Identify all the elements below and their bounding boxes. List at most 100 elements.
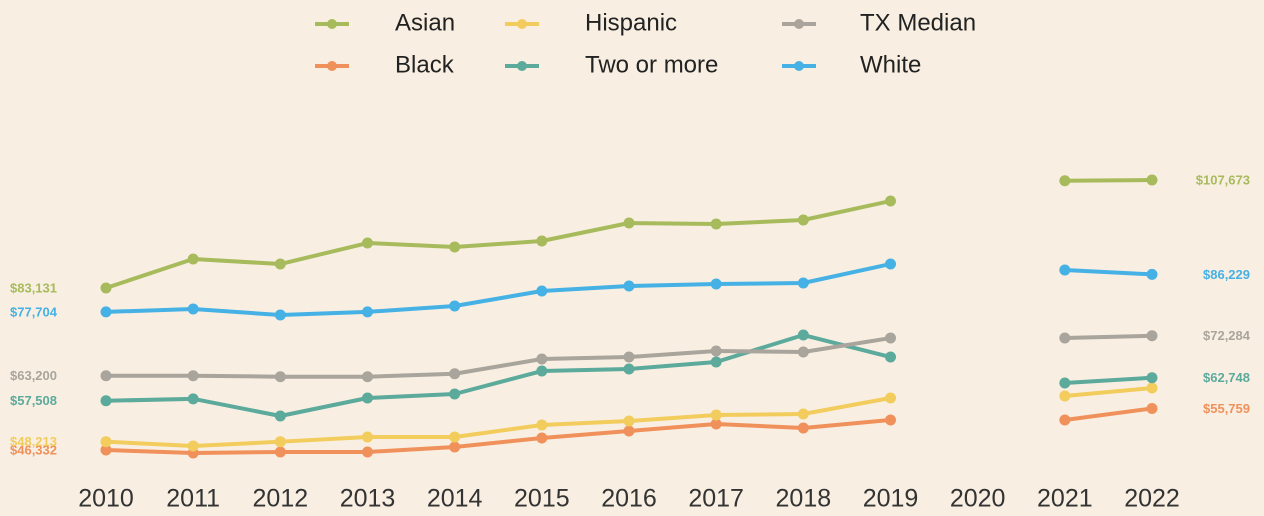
legend-dot (327, 61, 337, 71)
point (187, 370, 199, 382)
legend-label: Black (395, 51, 455, 78)
point (710, 278, 722, 290)
legend-label: Hispanic (585, 9, 677, 36)
x-tick-label: 2018 (776, 485, 832, 513)
series-line (105, 262, 1153, 318)
point (623, 280, 635, 292)
series-line (105, 386, 1153, 449)
legend-label: TX Median (860, 9, 976, 36)
point (797, 408, 809, 420)
legend-dot (517, 61, 527, 71)
point (187, 303, 199, 315)
x-tick-label: 2015 (514, 485, 570, 513)
point (362, 431, 373, 443)
value-label: $72,284 (1203, 328, 1251, 343)
value-label: $48,213 (10, 434, 57, 449)
x-tick-label: 2011 (166, 485, 220, 513)
series-line (105, 178, 1153, 290)
value-label: $107,673 (1196, 172, 1250, 187)
legend-dot (794, 19, 804, 29)
point (536, 419, 548, 431)
point (362, 306, 373, 318)
point (187, 440, 199, 452)
value-label: $83,131 (10, 280, 57, 295)
point (1059, 377, 1071, 389)
x-tick-label: 2017 (688, 485, 744, 513)
x-tick-label: 2022 (1124, 485, 1180, 513)
series-line (106, 333, 1153, 379)
x-tick-label: 2012 (253, 485, 309, 513)
point (449, 368, 461, 380)
x-tick-label: 2013 (340, 485, 396, 513)
point (710, 409, 722, 421)
legend-label: Two or more (585, 51, 718, 78)
point (1146, 330, 1158, 342)
series-line (105, 333, 1153, 419)
point (100, 370, 112, 382)
value-label: $62,748 (1203, 370, 1250, 385)
point (274, 436, 286, 448)
value-label: $77,704 (10, 304, 58, 319)
point (623, 363, 635, 375)
legend-dot (327, 19, 337, 29)
point (274, 309, 286, 321)
point (362, 237, 373, 249)
point (1146, 174, 1158, 186)
point (797, 329, 809, 341)
x-tick-label: 2019 (863, 485, 919, 513)
point (362, 371, 373, 383)
point (536, 285, 548, 297)
point (885, 414, 896, 426)
point (100, 444, 112, 456)
value-label: $63,200 (10, 368, 57, 383)
x-tick-label: 2010 (78, 485, 134, 513)
value-label: $55,759 (1203, 401, 1250, 416)
point (1146, 372, 1158, 384)
x-tick-label: 2021 (1037, 485, 1093, 513)
legend-label: White (860, 51, 921, 78)
point (536, 365, 548, 377)
legend-label: Asian (395, 9, 455, 36)
point (710, 418, 722, 430)
point (362, 446, 373, 458)
legend-dot (794, 61, 804, 71)
point (449, 241, 461, 253)
point (623, 351, 635, 363)
point (1059, 332, 1071, 344)
x-tick-label: 2020 (950, 485, 1006, 513)
point (1146, 402, 1158, 414)
point (187, 393, 199, 405)
value-label: $57,508 (10, 393, 57, 408)
point (536, 432, 548, 444)
point (449, 431, 461, 443)
legend-dot (517, 19, 527, 29)
point (449, 388, 461, 400)
point (100, 306, 112, 318)
point (1059, 264, 1071, 276)
point (885, 258, 896, 270)
point (1059, 390, 1071, 402)
point (710, 345, 722, 357)
point (885, 195, 896, 207)
point (885, 332, 896, 344)
point (1146, 268, 1158, 280)
point (885, 351, 896, 363)
x-tick-label: 2016 (601, 485, 657, 513)
point (536, 353, 548, 365)
point (797, 422, 809, 434)
point (449, 441, 461, 453)
point (100, 282, 112, 294)
point (274, 410, 286, 422)
value-label: $46,332 (10, 442, 57, 457)
point (623, 425, 635, 437)
x-tick-label: 2014 (427, 485, 483, 513)
point (797, 346, 809, 358)
point (362, 392, 373, 404)
point (274, 371, 286, 383)
point (274, 258, 286, 270)
point (1146, 382, 1158, 394)
point (1059, 175, 1071, 187)
point (449, 300, 461, 312)
point (100, 395, 112, 407)
